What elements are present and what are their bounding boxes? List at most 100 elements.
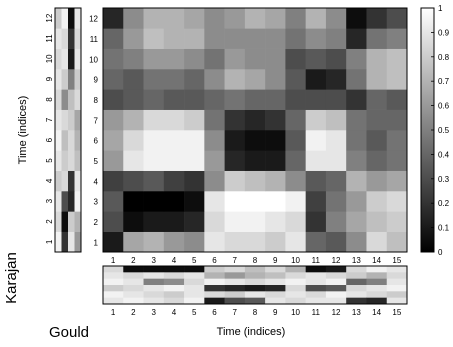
heatmap-cell [103,89,124,110]
heatmap-cell [143,170,165,192]
heatmap-cell [244,69,266,90]
bottom-strip-cell [244,291,266,298]
bottom-strip-cell [103,297,124,305]
heatmap-cell [184,48,205,70]
heatmap-cell [305,89,327,110]
left-strip-cell [68,231,75,253]
heatmap-cell [143,211,165,232]
heatmap-cell [184,211,205,232]
left-strip-cell [74,150,82,171]
heatmap-cell [123,130,144,151]
bottom-strip-cell [305,272,327,279]
left-strip-tick-label: 2 [45,219,54,224]
bottom-strip-tick-label: 1 [111,308,116,317]
heatmap-cell [244,8,266,29]
left-strip-cell [55,28,62,49]
heatmap-cell [163,191,185,212]
left-strip-cell [74,8,82,29]
main-x-tick-label: 15 [392,256,401,265]
main-x-tick-label: 13 [352,256,361,265]
heatmap-cell [386,150,408,171]
bottom-strip-tick-label: 15 [392,308,401,317]
heatmap-cell [386,191,408,212]
colorbar-tick-label: 0.1 [438,224,450,233]
left-strip-cell [68,89,75,110]
heatmap-cell [224,191,246,212]
heatmap-cell [123,8,144,29]
heatmap-cell [366,231,388,253]
bottom-strip-cell [184,285,205,292]
bottom-strip-cell [123,278,144,286]
bottom-strip-frame [102,265,408,305]
left-strip-cell [61,130,69,151]
heatmap-cell [325,170,347,192]
bottom-strip-cell [163,285,185,292]
heatmap-cell [224,130,246,151]
bottom-strip-cell [244,272,266,279]
left-strip-cell [55,109,62,131]
bottom-strip-cell [305,278,327,286]
heatmap-cell [143,69,165,90]
heatmap-cell [143,231,165,253]
heatmap-cell [305,28,327,49]
bottom-strip-cell [346,266,367,273]
heatmap-cell [285,211,306,232]
left-strip-tick-label: 1 [45,239,54,244]
colorbar-tick-label: 0.3 [438,175,450,184]
main-y-tick-label: 10 [89,55,98,64]
bottom-strip-x-tick-labels: 1 2 3 4 5 6 7 8 9 10 11 12 13 14 15 [111,308,402,317]
heatmap-cell [163,211,185,232]
heatmap-cell [163,8,185,29]
bottom-strip-cell [265,291,286,298]
heatmap-cell [346,48,367,70]
heatmap-cell [163,28,185,49]
left-strip-tick-label: 11 [45,34,54,43]
heatmap-cell [265,28,286,49]
bottom-strip-cell [244,285,266,292]
left-strip-cell [68,69,75,90]
heatmap-cell [143,48,165,70]
left-strip-cell [55,8,62,29]
heatmap-cell [346,150,367,171]
heatmap-cell [244,231,266,253]
heatmap-cell [163,130,185,151]
bottom-strip-cell [386,291,408,298]
main-x-tick-label: 8 [253,256,258,265]
heatmap-cell [386,231,408,253]
left-strip-tick-label: 5 [45,158,54,163]
heatmap-cell [366,48,388,70]
heatmap-cell [305,69,327,90]
left-strip-cell [74,231,82,253]
heatmap-cell [346,109,367,131]
heatmap-cell [366,170,388,192]
heatmap-cell [265,130,286,151]
heatmap-cell [366,8,388,29]
main-x-tick-labels: 1 2 3 4 5 6 7 8 9 10 11 12 13 14 15 [111,256,402,265]
left-strip-tick-label: 12 [45,13,54,22]
heatmap-cell [325,89,347,110]
karajan-label: Karajan [3,252,20,304]
bottom-strip-cell [386,297,408,305]
left-strip-cell [74,170,82,192]
heatmap-cell [285,89,306,110]
heatmap-cell [123,109,144,131]
heatmap-cell [103,48,124,70]
heatmap-cell [244,211,266,232]
left-strip-tick-label: 4 [45,178,54,183]
heatmap-cell [184,69,205,90]
heatmap-cell [325,48,347,70]
left-strip-tick-label: 10 [45,54,54,63]
left-strip-cell [61,231,69,253]
bottom-strip-cell [103,291,124,298]
heatmap-cell [184,109,205,131]
colorbar-tick-labels: 0 0.1 0.2 0.3 0.4 0.5 0.6 0.7 0.8 0.9 1 [431,4,450,257]
colorbar-tick-label: 0.4 [438,150,450,159]
left-strip-cell [61,191,69,212]
heatmap-cell [244,28,266,49]
bottom-strip-cell [103,272,124,279]
heatmap-cell [184,130,205,151]
heatmap-cell [305,231,327,253]
heatmap-cell [285,231,306,253]
heatmap-cell [244,191,266,212]
